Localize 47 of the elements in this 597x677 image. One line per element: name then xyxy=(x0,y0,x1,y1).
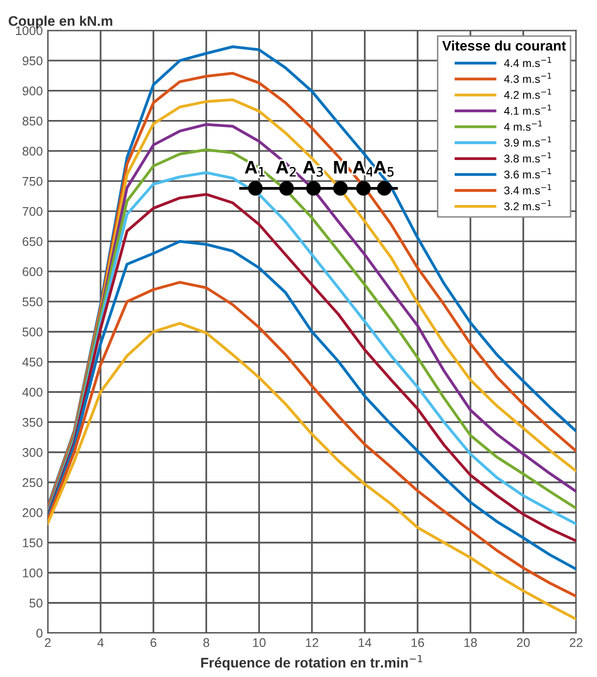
x-tick-label: 22 xyxy=(570,638,582,647)
x-tick-label: 12 xyxy=(306,638,318,647)
legend-label: 3.4 m.s$^{−1}$ xyxy=(504,184,552,194)
y-tick-label: 350 xyxy=(22,418,42,427)
x-tick-label: 14 xyxy=(358,638,372,647)
legend-label: 3.6 m.s$^{−1}$ xyxy=(504,168,552,178)
legend-label: 3.2 m.s$^{−1}$ xyxy=(504,200,552,210)
y-tick-label: 100 xyxy=(23,568,42,578)
legend-label: 3.9 m.s$^{−1}$ xyxy=(504,136,552,147)
x-axis-title: Fréquence de rotation en tr.min$^{−1}$ xyxy=(201,655,422,670)
line-series xyxy=(48,322,576,621)
legend-label: 4.2 m.s$^{−1}$ xyxy=(504,88,552,99)
y-tick-label: 250 xyxy=(22,478,42,488)
y-tick-label: 500 xyxy=(22,328,42,336)
y-tick-label: 700 xyxy=(22,207,42,216)
y-tick-label: 600 xyxy=(22,267,42,276)
y-tick-label: 450 xyxy=(22,358,42,367)
y-tick-label: 400 xyxy=(22,388,42,397)
x-tick-label: 4 xyxy=(97,638,104,647)
y-tick-label: 750 xyxy=(22,176,42,186)
x-tick-label: 6 xyxy=(150,638,156,648)
y-tick-label: 150 xyxy=(23,538,42,548)
x-tick-label: 18 xyxy=(464,638,477,648)
y-tick-label: 200 xyxy=(22,508,42,518)
line-series xyxy=(48,240,576,571)
line-series xyxy=(48,280,576,598)
x-tick-label: 8 xyxy=(203,638,210,648)
legend-label: 4.3 m.s$^{−1}$ xyxy=(504,72,552,83)
legend-label: 4.1 m.s$^{−1}$ xyxy=(504,104,552,115)
legend-label: 3.8 m.s$^{−1}$ xyxy=(504,152,552,163)
y-tick-label: 650 xyxy=(22,237,42,246)
y-tick-label: 950 xyxy=(22,56,42,66)
legend-title: Vitesse du courant xyxy=(442,40,566,51)
y-tick-label: 900 xyxy=(22,86,42,96)
y-tick-label: 300 xyxy=(22,448,42,457)
x-tick-label: 10 xyxy=(253,638,266,648)
x-tick-label: 2 xyxy=(44,638,51,647)
annotation: M xyxy=(334,161,347,174)
y-tick-label: 850 xyxy=(22,116,42,126)
x-tick-label: 20 xyxy=(516,638,530,648)
y-tick-label: 550 xyxy=(22,297,42,306)
y-tick-label: 0 xyxy=(36,628,42,638)
y-tick-label: 800 xyxy=(22,146,42,156)
legend-label: 4 m.s$^{−1}$ xyxy=(504,120,542,131)
y-tick-label: 50 xyxy=(29,598,42,608)
x-tick-label: 16 xyxy=(412,638,424,648)
legend-label: 4.4 m.s$^{−1}$ xyxy=(504,57,552,68)
